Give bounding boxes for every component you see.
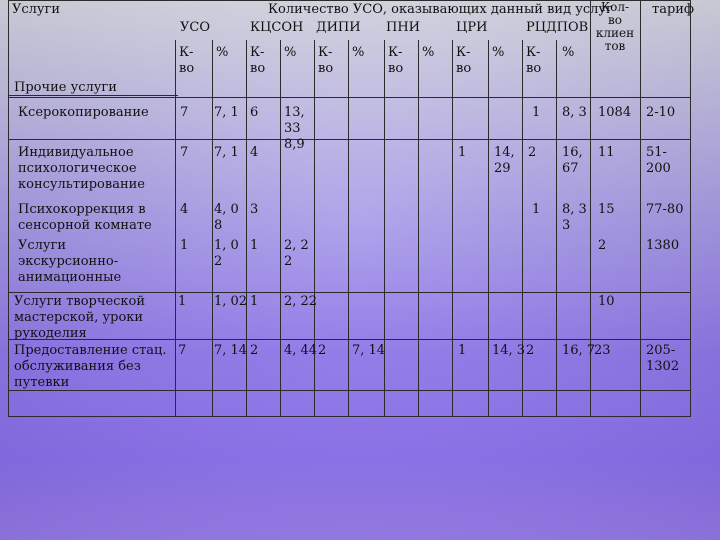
- subheader-count: К- во: [179, 45, 195, 76]
- cell: 16, 67: [562, 145, 583, 176]
- subheader-percent: %: [422, 45, 435, 60]
- cell: 1380: [646, 238, 680, 253]
- header-uso-count: Количество УСО, оказывающих данный вид у…: [268, 2, 613, 17]
- cell: 7, 1: [214, 105, 239, 120]
- cell: 16, 7: [562, 343, 596, 358]
- cell: 2: [598, 238, 607, 253]
- subheader-count: К- во: [456, 45, 472, 76]
- cell: 13, 33 8,9: [284, 105, 305, 152]
- cell: 7, 14: [214, 343, 248, 358]
- header-services: Услуги: [12, 2, 61, 17]
- row-name: Услуги творческой мастерской, уроки руко…: [14, 294, 146, 341]
- col-uso: УСО: [180, 20, 210, 35]
- subheader-count: К- во: [318, 45, 334, 76]
- cell: 1: [250, 238, 259, 253]
- cell: 1, 02: [214, 294, 248, 309]
- cell: 7, 14: [352, 343, 386, 358]
- cell: 7: [178, 343, 187, 358]
- cell: 4: [180, 202, 189, 217]
- cell: 15: [598, 202, 615, 217]
- cell: 1: [458, 145, 467, 160]
- cell: 3: [250, 202, 259, 217]
- cell: 23: [594, 343, 611, 358]
- row-name: Ксерокопирование: [18, 105, 149, 120]
- cell: 1084: [598, 105, 632, 120]
- subheader-percent: %: [284, 45, 297, 60]
- cell: 77-80: [646, 202, 684, 217]
- section-other-services: Прочие услуги: [14, 80, 117, 95]
- cell: 4, 0 8: [214, 202, 239, 233]
- col-rcdpov: РЦДПОВ: [526, 20, 589, 35]
- header-clients: Кол- во клиен тов: [595, 0, 635, 53]
- cell: 8, 3 3: [562, 202, 587, 233]
- subheader-count: К- во: [526, 45, 542, 76]
- cell: 1: [178, 294, 187, 309]
- subheader-count: К- во: [388, 45, 404, 76]
- cell: 2, 22: [284, 294, 318, 309]
- header-tariff: тариф: [652, 2, 695, 17]
- cell: 7: [180, 145, 189, 160]
- cell: 4, 44: [284, 343, 318, 358]
- cell: 1: [532, 202, 541, 217]
- cell: 1, 0 2: [214, 238, 239, 269]
- subheader-percent: %: [492, 45, 505, 60]
- cell: 2: [250, 343, 259, 358]
- cell: 1: [250, 294, 259, 309]
- cell: 1: [180, 238, 189, 253]
- cell: 1: [458, 343, 467, 358]
- cell: 14, 29: [494, 145, 515, 176]
- cell: 1: [532, 105, 541, 120]
- cell: 6: [250, 105, 259, 120]
- cell: 205- 1302: [646, 343, 680, 374]
- cell: 2: [318, 343, 327, 358]
- cell: 10: [598, 294, 615, 309]
- cell: 7, 1: [214, 145, 239, 160]
- col-pni: ПНИ: [386, 20, 421, 35]
- subheader-percent: %: [352, 45, 365, 60]
- cell: 4: [250, 145, 259, 160]
- subheader-percent: %: [216, 45, 229, 60]
- cell: 2-10: [646, 105, 676, 120]
- col-cri: ЦРИ: [456, 20, 488, 35]
- row-name: Психокоррекция в сенсорной комнате: [18, 202, 152, 233]
- subheader-percent: %: [562, 45, 575, 60]
- cell: 7: [180, 105, 189, 120]
- cell: 2, 2 2: [284, 238, 309, 269]
- cell: 11: [598, 145, 615, 160]
- row-name: Индивидуальное психологическое консульти…: [18, 145, 145, 192]
- cell: 2: [526, 343, 535, 358]
- cell: 14, 3: [492, 343, 526, 358]
- col-kcson: КЦСОН: [250, 20, 304, 35]
- subheader-count: К- во: [250, 45, 266, 76]
- cell: 2: [528, 145, 537, 160]
- row-name: Услуги экскурсионно- анимационные: [18, 238, 122, 285]
- cell: 51- 200: [646, 145, 671, 176]
- row-name: Предоставление стац. обслуживания без пу…: [14, 343, 167, 390]
- cell: 8, 3: [562, 105, 587, 120]
- col-dipi: ДИПИ: [316, 20, 361, 35]
